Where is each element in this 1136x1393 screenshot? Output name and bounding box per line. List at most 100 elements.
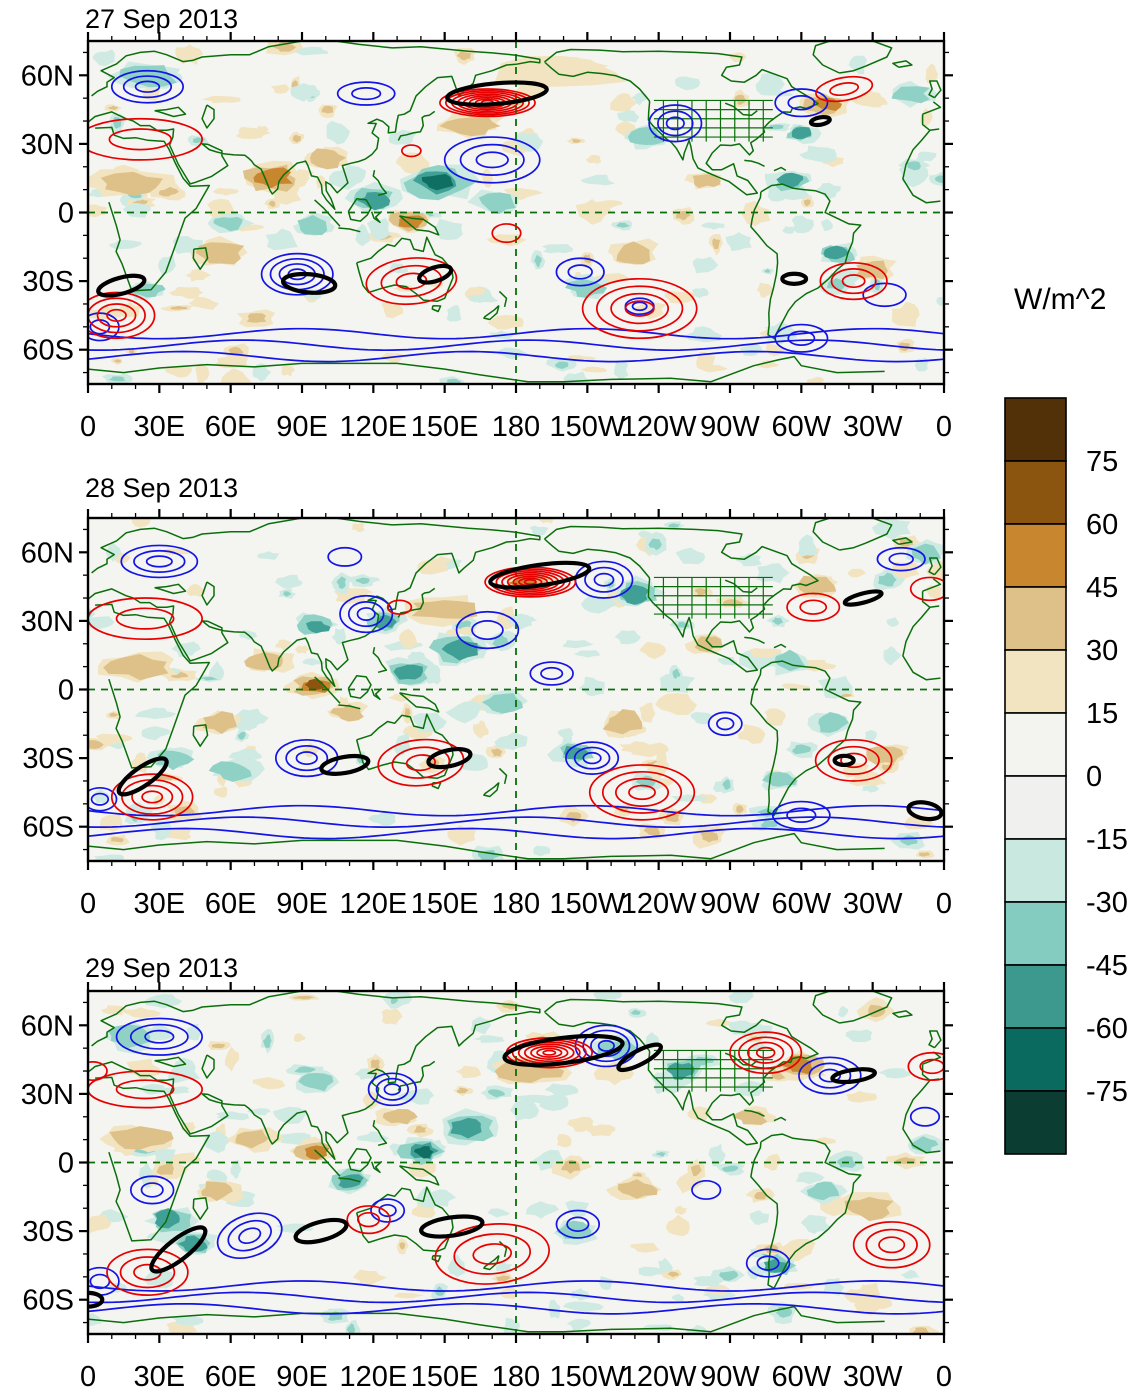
colorbar-cell xyxy=(1004,397,1067,462)
shade-blob xyxy=(411,600,478,619)
red-contour xyxy=(110,773,194,821)
shade-speckle xyxy=(708,1143,726,1167)
shade-speckle xyxy=(100,1005,127,1016)
red-contour xyxy=(401,144,422,158)
blue-contour xyxy=(144,1029,175,1044)
black-contour xyxy=(502,1033,625,1067)
colorbar-cell xyxy=(1004,964,1067,1029)
colorbar-label: 30 xyxy=(1086,635,1118,667)
black-contour xyxy=(832,753,856,768)
shade-speckle xyxy=(760,820,779,828)
shade-speckle xyxy=(131,518,152,528)
colorbar-cell xyxy=(1004,838,1067,903)
shade-speckle xyxy=(292,134,301,143)
coastline-path xyxy=(397,110,436,141)
shade-speckle xyxy=(675,547,706,565)
shade-speckle xyxy=(472,720,489,739)
shade-speckle xyxy=(230,1159,242,1180)
shade-blob xyxy=(306,621,331,634)
shade-speckle xyxy=(171,1315,204,1326)
red-contour xyxy=(119,1256,176,1289)
blue-contour xyxy=(745,1248,791,1278)
blue-contour xyxy=(888,552,914,566)
blue-contour xyxy=(227,1219,272,1252)
blue-contour xyxy=(110,69,184,104)
shade-speckle xyxy=(539,1094,569,1111)
coastline-path xyxy=(95,603,941,769)
shade-speckle xyxy=(585,1124,616,1137)
shade-speckle xyxy=(696,351,716,373)
shade-speckle xyxy=(672,668,681,679)
shade-blob xyxy=(616,241,651,265)
blue-contour xyxy=(573,746,611,770)
red-contour xyxy=(530,1045,569,1060)
shade-speckle xyxy=(638,530,652,538)
blue-contour xyxy=(862,282,907,308)
blue-contour xyxy=(540,666,564,681)
colorbar-cell xyxy=(1004,1027,1067,1092)
shade-blob xyxy=(413,1146,434,1159)
shade-speckle xyxy=(185,268,211,282)
shade-blob xyxy=(494,56,627,88)
red-contour xyxy=(595,285,684,332)
zonal-blue-contour xyxy=(88,804,944,817)
shade-speckle xyxy=(263,1034,272,1049)
shade-speckle xyxy=(270,84,290,94)
lon-tick-label: 30E xyxy=(134,411,186,443)
shade-speckle xyxy=(916,151,937,162)
red-contour xyxy=(819,261,888,301)
shade-speckle xyxy=(170,305,188,310)
shade-speckle xyxy=(792,744,811,755)
blue-contour xyxy=(378,1203,397,1218)
blue-contour xyxy=(582,751,602,765)
shade-blob xyxy=(602,709,643,735)
blue-contour xyxy=(691,1179,722,1200)
red-contour xyxy=(106,1248,189,1296)
shade-speckle xyxy=(920,108,933,127)
red-contour xyxy=(624,300,655,317)
shade-speckle xyxy=(346,1323,356,1334)
shade-speckle xyxy=(557,728,574,738)
shade-speckle xyxy=(513,132,544,152)
shade-speckle xyxy=(639,702,656,723)
colorbar-cell xyxy=(1004,649,1067,714)
lon-tick-label: 60E xyxy=(205,888,257,920)
red-contour xyxy=(610,292,670,325)
coastline-path xyxy=(201,581,215,606)
shade-speckle xyxy=(456,51,472,61)
shade-speckle xyxy=(728,52,747,63)
shade-speckle xyxy=(675,76,701,91)
coastline-path xyxy=(154,1056,187,1068)
coastline-path xyxy=(544,998,819,1146)
black-contour xyxy=(445,80,549,107)
map-panel-interior xyxy=(88,41,944,384)
lon-tick-label: 30W xyxy=(843,1361,903,1393)
shade-speckle xyxy=(293,1033,306,1043)
coastline-path xyxy=(724,102,758,117)
shade-speckle xyxy=(107,105,118,110)
black-contour xyxy=(88,1290,105,1309)
lon-tick-label: 0 xyxy=(80,411,96,443)
red-contour xyxy=(88,1070,203,1109)
lon-tick-label: 60W xyxy=(772,1361,832,1393)
red-contour xyxy=(453,1233,532,1275)
shade-speckle xyxy=(722,779,731,790)
shade-speckle xyxy=(820,219,833,231)
lat-tick-label: 0 xyxy=(58,675,74,707)
shade-speckle xyxy=(213,786,228,798)
lat-tick-label: 30N xyxy=(21,606,74,638)
panel-title-2: 28 Sep 2013 xyxy=(85,473,239,503)
map-panel-interior xyxy=(88,991,944,1334)
lon-tick-label: 120E xyxy=(339,411,407,443)
shade-speckle xyxy=(795,1171,825,1185)
blue-contour xyxy=(565,741,620,775)
coastline-path xyxy=(928,80,942,99)
shade-speckle xyxy=(432,556,451,567)
blue-contour xyxy=(567,264,593,280)
shade-speckle xyxy=(748,648,782,658)
coastline-path xyxy=(750,660,862,817)
lat-tick-label: 60S xyxy=(22,812,74,844)
shade-speckle xyxy=(665,1214,690,1237)
shade-speckle xyxy=(109,712,119,717)
